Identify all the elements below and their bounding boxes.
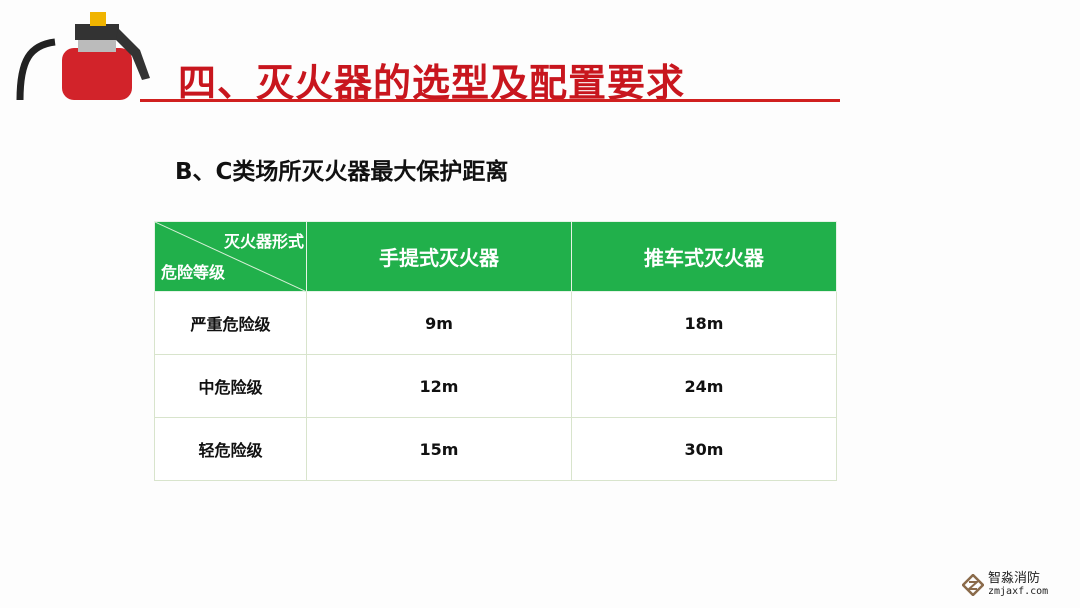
watermark-name: 智淼消防 (988, 571, 1041, 586)
title-divider (140, 99, 840, 102)
table-cell: 24m (571, 354, 837, 418)
watermark-logo: 智淼消防 zmjaxf.com (962, 572, 1048, 597)
table-cell: 30m (571, 417, 837, 481)
diagonal-line (155, 222, 307, 292)
corner-top-label: 灭火器形式 (223, 232, 304, 251)
watermark-site: zmjaxf.com (988, 586, 1049, 597)
row-label: 严重危险级 (154, 291, 307, 355)
fire-extinguisher-image (16, 12, 150, 100)
corner-bottom-label: 危险等级 (161, 263, 226, 282)
table-row: 严重危险级 9m 18m (154, 291, 837, 355)
table-row: 轻危险级 15m 30m (154, 417, 837, 481)
row-label: 轻危险级 (154, 417, 307, 481)
corner-header-cell: 灭火器形式 危险等级 (154, 221, 307, 292)
table-cell: 9m (306, 291, 572, 355)
column-header: 推车式灭火器 (571, 221, 837, 292)
table-header-row: 灭火器形式 危险等级 手提式灭火器 推车式灭火器 (154, 221, 837, 292)
table-cell: 18m (571, 291, 837, 355)
slide-subtitle: B、C类场所灭火器最大保护距离 (175, 159, 509, 185)
column-header: 手提式灭火器 (306, 221, 572, 292)
slide-title: 四、灭火器的选型及配置要求 (178, 61, 686, 105)
row-label: 中危险级 (154, 354, 307, 418)
protection-distance-table: 灭火器形式 危险等级 手提式灭火器 推车式灭火器 严重危险级 9m 18m 中危… (154, 221, 837, 481)
table-cell: 15m (306, 417, 572, 481)
table-row: 中危险级 12m 24m (154, 354, 837, 418)
table-cell: 12m (306, 354, 572, 418)
logo-icon (962, 573, 984, 596)
